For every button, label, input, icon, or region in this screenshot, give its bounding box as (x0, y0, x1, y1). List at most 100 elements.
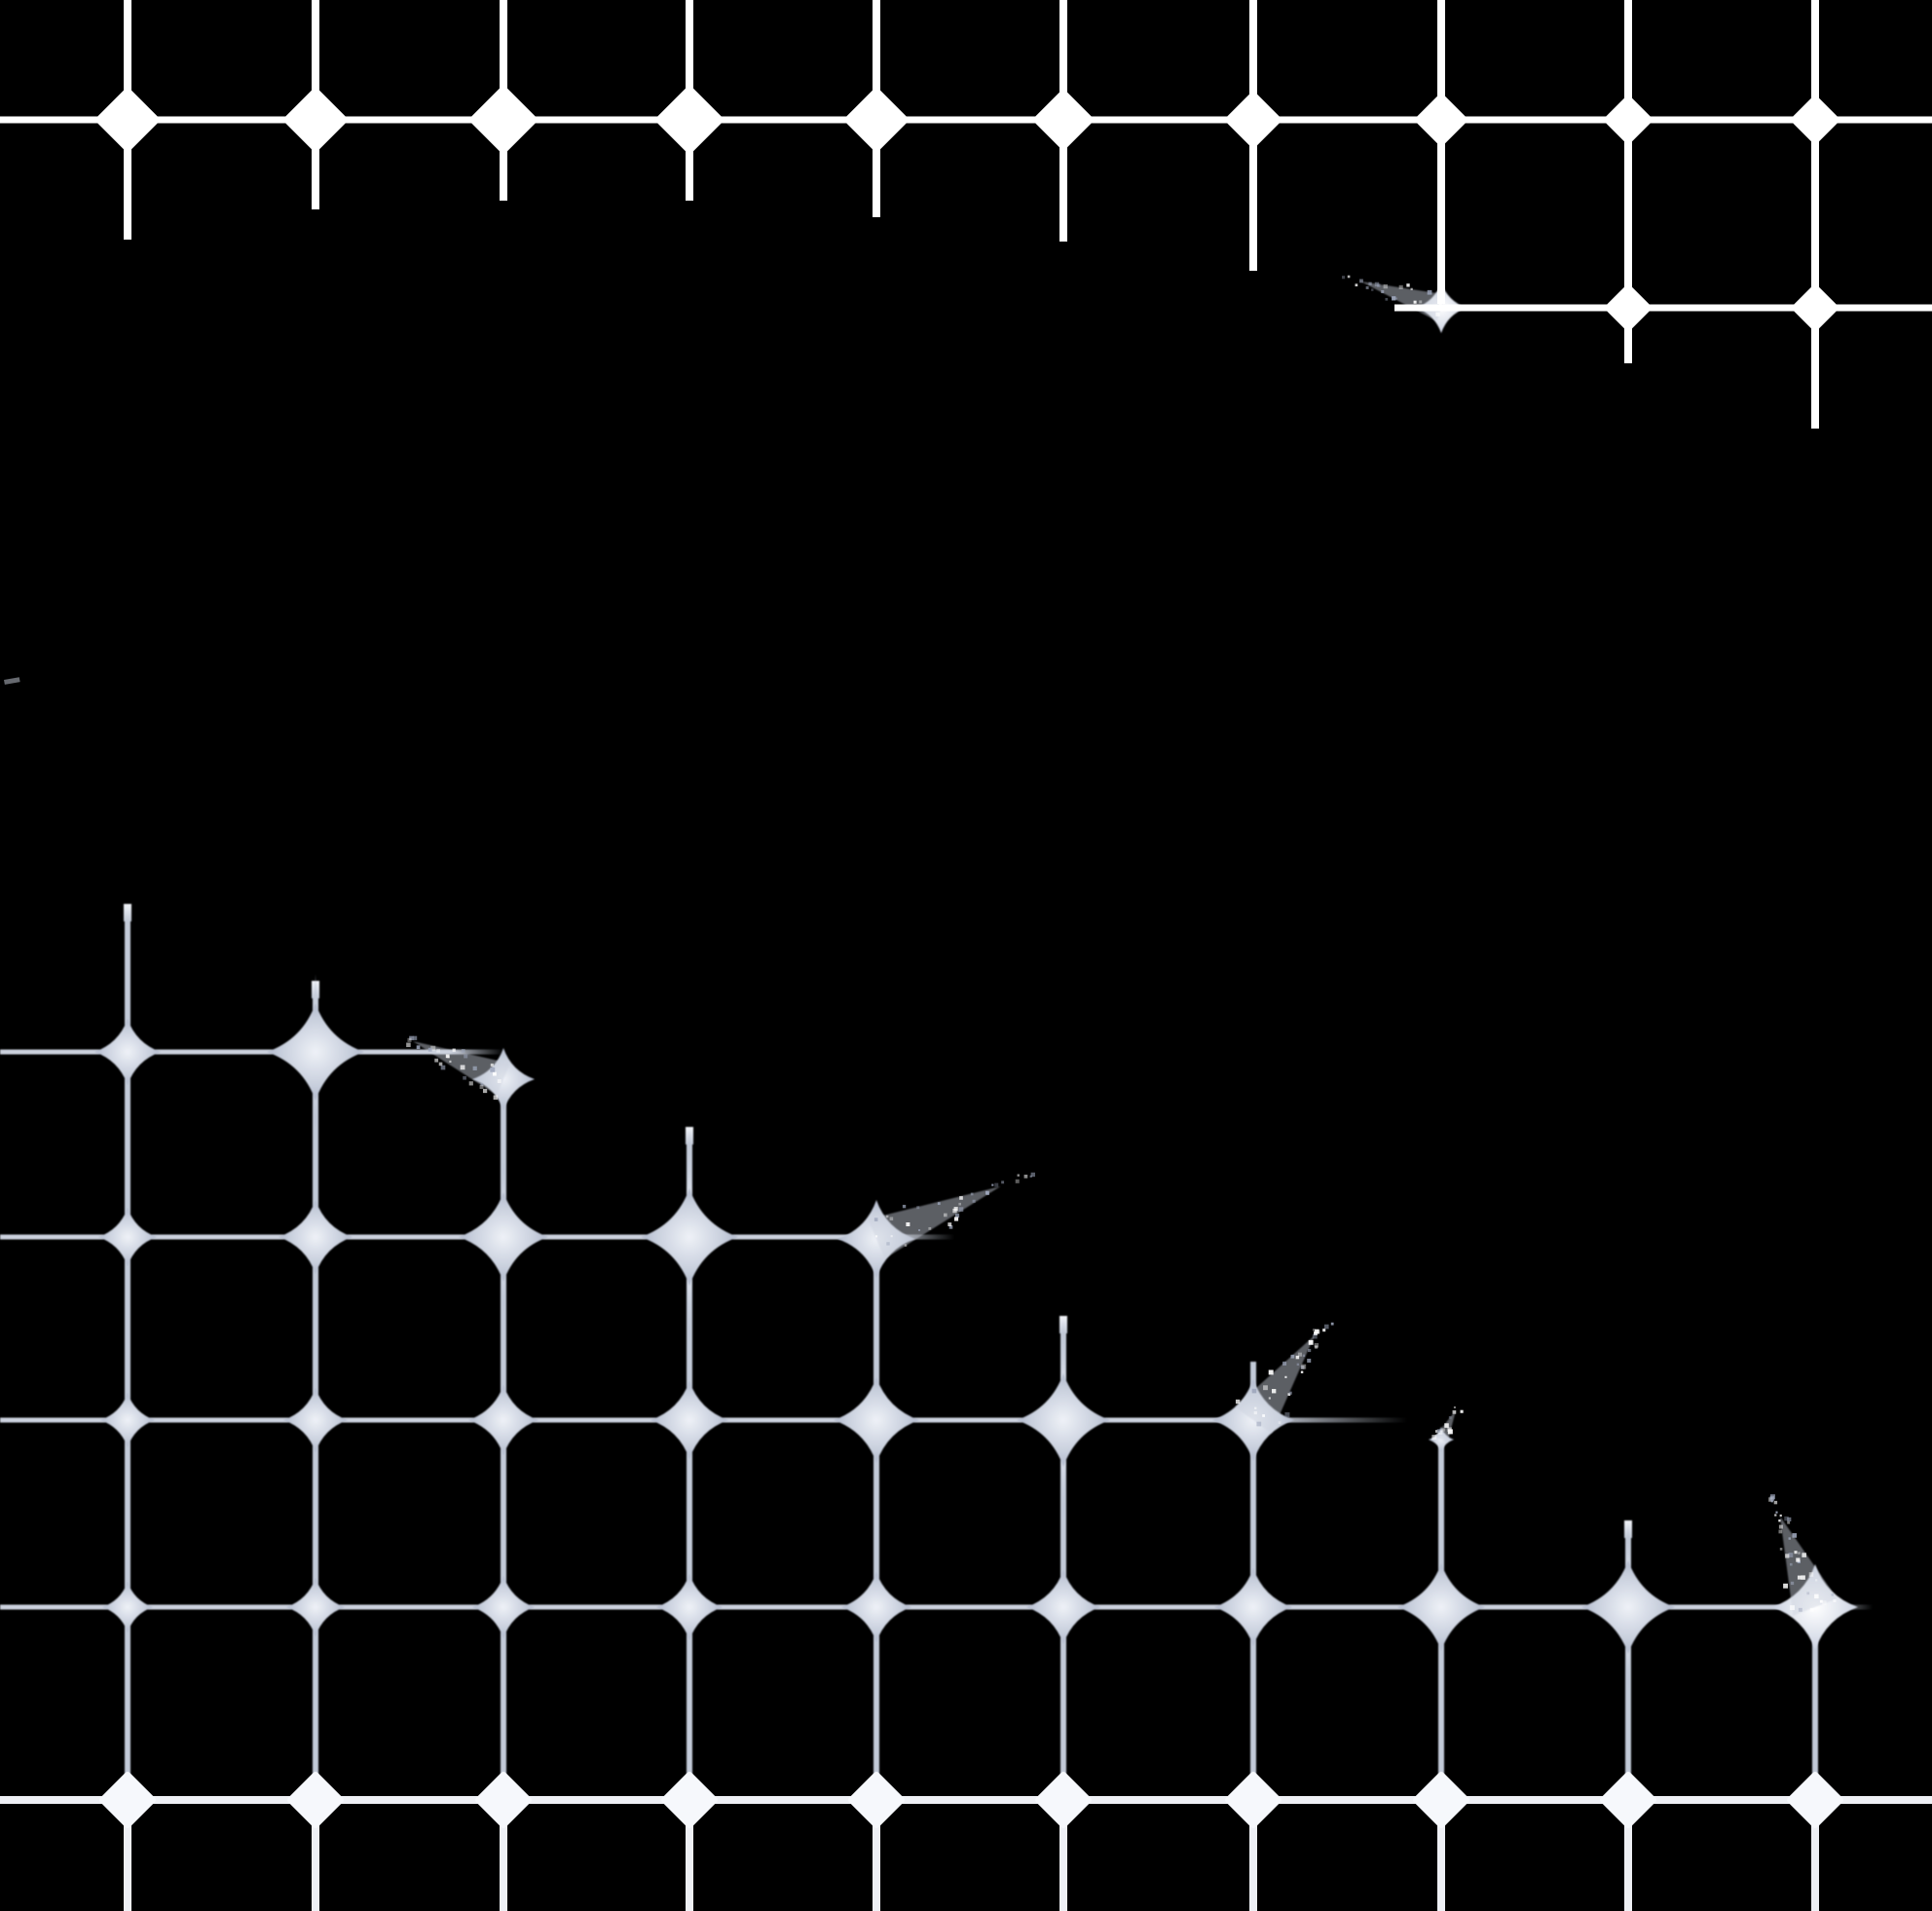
comet-speckle (1435, 312, 1440, 317)
bottom-vertical-tail (686, 1800, 693, 1911)
comet-speckle (1790, 1581, 1795, 1586)
comet-speckle (1460, 1409, 1464, 1413)
bottom-plus-star (1600, 1772, 1656, 1828)
white-vertical-line (1811, 0, 1819, 429)
silver-sparkle-star (267, 1003, 364, 1101)
comet-speckle (492, 1071, 497, 1076)
comet-speckle (1017, 1174, 1020, 1177)
comet-speckle (1262, 1414, 1265, 1417)
comet-speckle (1001, 1180, 1005, 1184)
silver-sparkle-star (834, 1377, 919, 1463)
comet-speckle (1300, 1370, 1304, 1373)
comet-speckle (480, 1082, 484, 1086)
comet-speckle (1434, 1430, 1438, 1433)
comet-speckle (497, 1079, 502, 1083)
comet-speckle (1377, 283, 1381, 287)
comet-speckle (406, 1042, 411, 1048)
comet-speckle (991, 1183, 994, 1186)
comet-speckle (1809, 1607, 1814, 1612)
white-plus-star (1415, 94, 1468, 146)
comet-speckle (958, 1202, 961, 1206)
silver-sparkle-star (841, 1572, 911, 1642)
comet-speckle (1263, 1385, 1268, 1391)
comet-speckle (886, 1242, 890, 1246)
comet-speckle (461, 1049, 465, 1053)
white-plus-star (844, 88, 909, 152)
comet-speckle (1778, 1529, 1783, 1534)
comet-speckle (1783, 1583, 1789, 1589)
comet-speckle (959, 1196, 963, 1200)
comet-speckle (1822, 1600, 1827, 1605)
comet-speckle (885, 1215, 889, 1218)
comet-speckle (1784, 1516, 1789, 1521)
comet-speckle (1769, 1496, 1775, 1501)
comet-speckle (948, 1225, 953, 1229)
comet-speckle (427, 1047, 432, 1052)
comet-speckle (1447, 1427, 1452, 1432)
silver-vertical-line (687, 1127, 692, 1800)
comet-speckle (874, 1235, 878, 1238)
white-plus-star (655, 86, 724, 154)
bottom-vertical-tail (1249, 1800, 1257, 1911)
comet-speckle (1385, 297, 1389, 301)
comet-speckle (1801, 1575, 1805, 1580)
comet-speckle (1398, 284, 1403, 289)
comet-speckle (445, 1054, 450, 1059)
comet-speckle (1394, 297, 1398, 300)
comet-speckle (1296, 1363, 1300, 1367)
bottom-vertical-tail (1811, 1800, 1819, 1911)
comet-speckle (1797, 1575, 1802, 1580)
comet-speckle (472, 1066, 477, 1070)
comet-speckle (1798, 1552, 1801, 1555)
comet-speckle (1444, 1423, 1449, 1428)
comet-speckle (1268, 1369, 1274, 1375)
silver-sparkle-star (1026, 1570, 1100, 1644)
comet-speckle (1330, 1322, 1334, 1326)
comet-speckle (1256, 1421, 1262, 1427)
silver-sparkle-star (279, 1200, 353, 1274)
comet-speckle (1427, 289, 1432, 295)
comet-speckle (1030, 1172, 1036, 1178)
bottom-vertical-tail (1624, 1800, 1632, 1911)
comet-speckle (1315, 1345, 1319, 1349)
comet-star-group (1429, 1405, 1464, 1452)
comet-speckle (1790, 1605, 1795, 1611)
comet-speckle (1365, 285, 1369, 289)
comet-speckle (1284, 1412, 1290, 1418)
comet-speckle (1815, 1579, 1818, 1582)
comet-speckle (464, 1054, 468, 1059)
comet-speckle (970, 1192, 974, 1196)
silver-sparkle-star (641, 1188, 738, 1286)
comet-speckle (1268, 1397, 1271, 1400)
comet-speckle (1314, 1342, 1319, 1348)
comet-speckle (1441, 1428, 1445, 1432)
bottom-horizontal-line (0, 1796, 1932, 1804)
comet-speckle (1770, 1500, 1773, 1503)
comet-speckle (440, 1065, 446, 1070)
comet-speckle (1787, 1520, 1791, 1524)
silver-line-bright-tip (124, 904, 131, 921)
comet-speckle (954, 1214, 960, 1218)
comet-streak (868, 1186, 1001, 1259)
comet-speckle (434, 1058, 439, 1063)
comet-speckle (1355, 283, 1358, 287)
white-plus-star (1604, 95, 1653, 144)
comet-speckle (1314, 1329, 1319, 1334)
comet-speckle (1271, 1389, 1277, 1394)
bottom-plus-star (661, 1772, 718, 1828)
comet-speckle (1436, 1429, 1441, 1433)
silver-sparkle-star (1214, 1568, 1292, 1646)
comet-speckle (1788, 1537, 1791, 1540)
comet-speckle (1023, 1174, 1028, 1179)
comet-speckle (1342, 276, 1346, 280)
comet-speckle (918, 1229, 921, 1232)
bottom-plus-star (475, 1772, 532, 1828)
comet-speckle (1308, 1348, 1312, 1353)
silver-vertical-line (873, 1239, 879, 1800)
comet-speckle (1419, 300, 1423, 304)
comet-speckle (1792, 1533, 1798, 1538)
comet-speckle (1359, 279, 1363, 283)
comet-speckle (1253, 1410, 1257, 1415)
comet-speckle (928, 1226, 932, 1230)
